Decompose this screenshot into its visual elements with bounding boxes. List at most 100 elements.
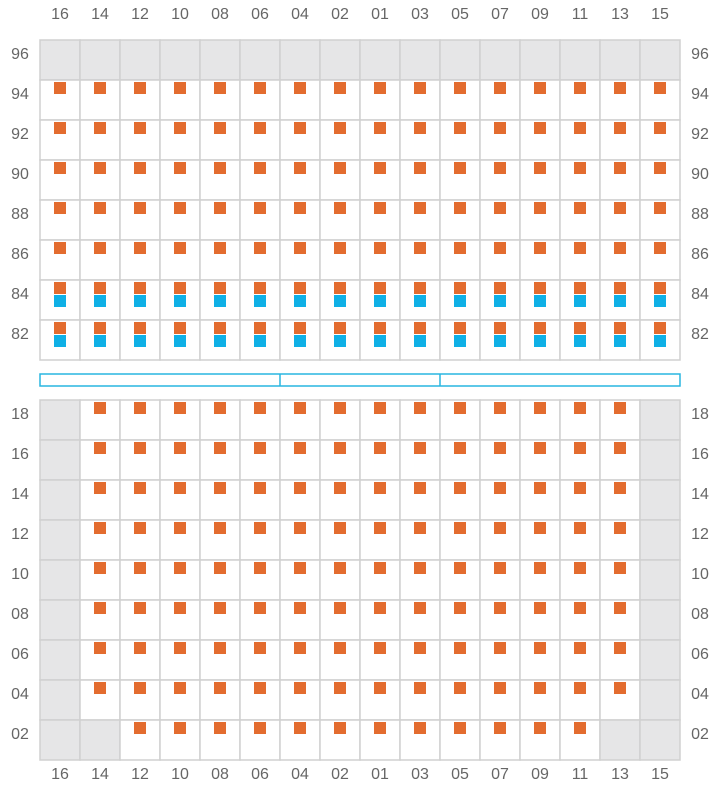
seat [214,282,226,294]
seat [614,122,626,134]
seat [574,562,586,574]
seat [494,322,506,334]
seat [134,562,146,574]
seat [494,82,506,94]
seat [254,402,266,414]
seat [254,442,266,454]
seat [214,322,226,334]
seat [214,242,226,254]
blocked-cell [39,399,81,441]
seat [134,242,146,254]
blocked-cell [39,639,81,681]
blocked-cell [639,479,681,521]
seat [454,282,466,294]
seat [574,402,586,414]
column-label: 10 [171,766,189,783]
seat-alt [174,295,186,307]
seat [94,402,106,414]
seat [294,402,306,414]
seat [414,82,426,94]
seat [214,402,226,414]
seat [54,162,66,174]
seat [614,322,626,334]
seat [614,282,626,294]
seat [454,82,466,94]
column-label: 14 [91,766,109,783]
seat [94,322,106,334]
blocked-cell [639,439,681,481]
seat [414,402,426,414]
blocked-cell [39,439,81,481]
blocked-cell [639,599,681,641]
seat [654,322,666,334]
row-label: 82 [691,326,709,343]
seat [574,122,586,134]
seat-alt [254,335,266,347]
seat [454,482,466,494]
seat [134,282,146,294]
row-label: 14 [11,486,29,503]
seat [374,162,386,174]
seat [614,602,626,614]
seat [574,682,586,694]
seat-alt [654,335,666,347]
row-label: 96 [11,46,29,63]
seat [134,442,146,454]
seat [254,602,266,614]
seat [494,242,506,254]
seat-alt [414,335,426,347]
seat [534,482,546,494]
blocked-cell [599,719,641,761]
seat-alt [494,335,506,347]
column-label: 11 [572,6,589,23]
seat [614,202,626,214]
seat [414,122,426,134]
seat [374,282,386,294]
seat [414,162,426,174]
blocked-cell [519,39,561,81]
seat-alt [94,335,106,347]
seat [414,602,426,614]
seat-alt [294,295,306,307]
seat [654,122,666,134]
row-label: 02 [11,726,29,743]
seat-alt [174,335,186,347]
seat [214,442,226,454]
seat-alt [454,335,466,347]
row-label: 04 [691,686,709,703]
seat [534,722,546,734]
seat [334,442,346,454]
blocked-cell [639,719,681,761]
blocked-cell [319,39,361,81]
seat [414,522,426,534]
seat [334,282,346,294]
seat-alt [294,335,306,347]
seat [334,482,346,494]
seat [414,482,426,494]
seat [534,282,546,294]
column-label: 13 [611,6,629,23]
seat [174,522,186,534]
column-label: 14 [91,6,109,23]
seat [134,162,146,174]
row-label: 86 [691,246,709,263]
seat [534,322,546,334]
seat [454,202,466,214]
blocked-cell [639,639,681,681]
seat [134,682,146,694]
seat [374,442,386,454]
cell [519,679,561,721]
column-label: 11 [572,766,589,783]
blocked-cell [39,719,81,761]
seat [454,522,466,534]
seat [254,682,266,694]
seat [214,602,226,614]
seat [654,162,666,174]
seat [214,682,226,694]
seat [54,322,66,334]
blocked-cell [159,39,201,81]
row-label: 08 [691,606,709,623]
seat [94,682,106,694]
cell [279,639,321,681]
